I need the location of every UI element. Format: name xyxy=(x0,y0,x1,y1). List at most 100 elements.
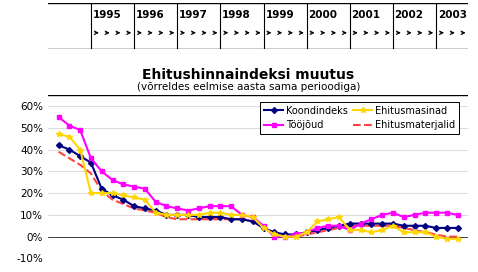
Tööjõud xyxy=(261,224,266,227)
Ehitusmaterjalid xyxy=(358,224,363,227)
Ehitusmaterjalid xyxy=(153,211,159,214)
Koondindeks xyxy=(239,218,245,221)
Koondindeks xyxy=(433,226,439,230)
Koondindeks xyxy=(272,231,277,234)
Ehitusmasinad xyxy=(336,215,342,219)
Koondindeks xyxy=(390,222,396,225)
Tööjõud xyxy=(272,235,277,238)
Ehitusmaterjalid xyxy=(142,209,148,212)
Koondindeks xyxy=(88,161,94,164)
Text: 1998: 1998 xyxy=(222,10,251,20)
Ehitusmasinad xyxy=(315,220,320,223)
Ehitusmaterjalid xyxy=(304,233,310,236)
Tööjõud xyxy=(228,205,234,208)
Koondindeks xyxy=(163,213,169,217)
Text: 2000: 2000 xyxy=(308,10,337,20)
Tööjõud xyxy=(217,205,223,208)
Ehitusmaterjalid xyxy=(206,218,212,221)
Koondindeks xyxy=(250,220,256,223)
Ehitusmasinad xyxy=(347,228,353,232)
Tööjõud xyxy=(120,183,126,186)
Tööjõud xyxy=(131,185,137,188)
Line: Tööjõud: Tööjõud xyxy=(56,115,460,239)
Ehitusmasinad xyxy=(282,235,288,238)
Ehitusmaterjalid xyxy=(272,233,277,236)
Ehitusmaterjalid xyxy=(196,218,202,221)
Ehitusmasinad xyxy=(196,213,202,217)
Koondindeks xyxy=(369,222,374,225)
Ehitusmaterjalid xyxy=(336,226,342,230)
Koondindeks xyxy=(347,222,353,225)
Ehitusmasinad xyxy=(153,211,159,214)
Ehitusmasinad xyxy=(206,211,212,214)
Tööjõud xyxy=(401,215,407,219)
Koondindeks xyxy=(282,233,288,236)
Ehitusmaterjalid xyxy=(66,157,72,160)
Tööjõud xyxy=(423,211,428,214)
Text: 1996: 1996 xyxy=(136,10,164,20)
Tööjõud xyxy=(109,178,115,182)
Tööjõud xyxy=(206,205,212,208)
Koondindeks xyxy=(109,194,115,197)
Ehitusmasinad xyxy=(455,237,460,240)
Ehitusmasinad xyxy=(77,148,83,151)
Ehitusmaterjalid xyxy=(99,189,105,193)
Tööjõud xyxy=(88,157,94,160)
Ehitusmasinad xyxy=(401,231,407,234)
Tööjõud xyxy=(142,187,148,190)
Ehitusmasinad xyxy=(88,191,94,195)
Ehitusmasinad xyxy=(369,231,374,234)
Ehitusmasinad xyxy=(163,213,169,217)
Ehitusmaterjalid xyxy=(390,224,396,227)
Koondindeks xyxy=(293,233,299,236)
Ehitusmasinad xyxy=(390,224,396,227)
Ehitusmasinad xyxy=(261,226,266,230)
Ehitusmaterjalid xyxy=(228,218,234,221)
Koondindeks xyxy=(315,228,320,232)
Tööjõud xyxy=(347,228,353,232)
Ehitusmasinad xyxy=(217,211,223,214)
Ehitusmaterjalid xyxy=(423,231,428,234)
Koondindeks xyxy=(455,226,460,230)
Koondindeks xyxy=(142,207,148,210)
Tööjõud xyxy=(304,231,310,234)
Ehitusmaterjalid xyxy=(347,224,353,227)
Ehitusmaterjalid xyxy=(120,202,126,206)
Text: 2003: 2003 xyxy=(438,10,467,20)
Ehitusmaterjalid xyxy=(379,224,385,227)
Ehitusmaterjalid xyxy=(455,235,460,238)
Ehitusmaterjalid xyxy=(88,172,94,175)
Ehitusmasinad xyxy=(131,196,137,199)
Ehitusmaterjalid xyxy=(185,218,191,221)
Tööjõud xyxy=(163,205,169,208)
Ehitusmasinad xyxy=(272,233,277,236)
Ehitusmaterjalid xyxy=(282,235,288,238)
Ehitusmaterjalid xyxy=(109,198,115,201)
Ehitusmasinad xyxy=(66,135,72,138)
Koondindeks xyxy=(131,205,137,208)
Tööjõud xyxy=(358,222,363,225)
Tööjõud xyxy=(455,213,460,217)
Ehitusmaterjalid xyxy=(412,228,417,232)
Ehitusmasinad xyxy=(185,213,191,217)
Ehitusmasinad xyxy=(250,215,256,219)
Tööjõud xyxy=(336,224,342,227)
Tööjõud xyxy=(282,235,288,238)
Koondindeks xyxy=(66,148,72,151)
Ehitusmaterjalid xyxy=(131,207,137,210)
Koondindeks xyxy=(185,213,191,217)
Ehitusmasinad xyxy=(228,213,234,217)
Tööjõud xyxy=(153,200,159,203)
Legend: Koondindeks, Tööjõud, Ehitusmasinad, Ehitusmaterjalid: Koondindeks, Tööjõud, Ehitusmasinad, Ehi… xyxy=(260,102,459,134)
Koondindeks xyxy=(99,187,105,190)
Ehitusmaterjalid xyxy=(315,231,320,234)
Tööjõud xyxy=(379,213,385,217)
Text: 2001: 2001 xyxy=(351,10,380,20)
Koondindeks xyxy=(412,224,417,227)
Koondindeks xyxy=(326,226,331,230)
Ehitusmaterjalid xyxy=(239,218,245,221)
Ehitusmaterjalid xyxy=(369,224,374,227)
Tööjõud xyxy=(77,128,83,132)
Ehitusmaterjalid xyxy=(217,218,223,221)
Tööjõud xyxy=(326,224,331,227)
